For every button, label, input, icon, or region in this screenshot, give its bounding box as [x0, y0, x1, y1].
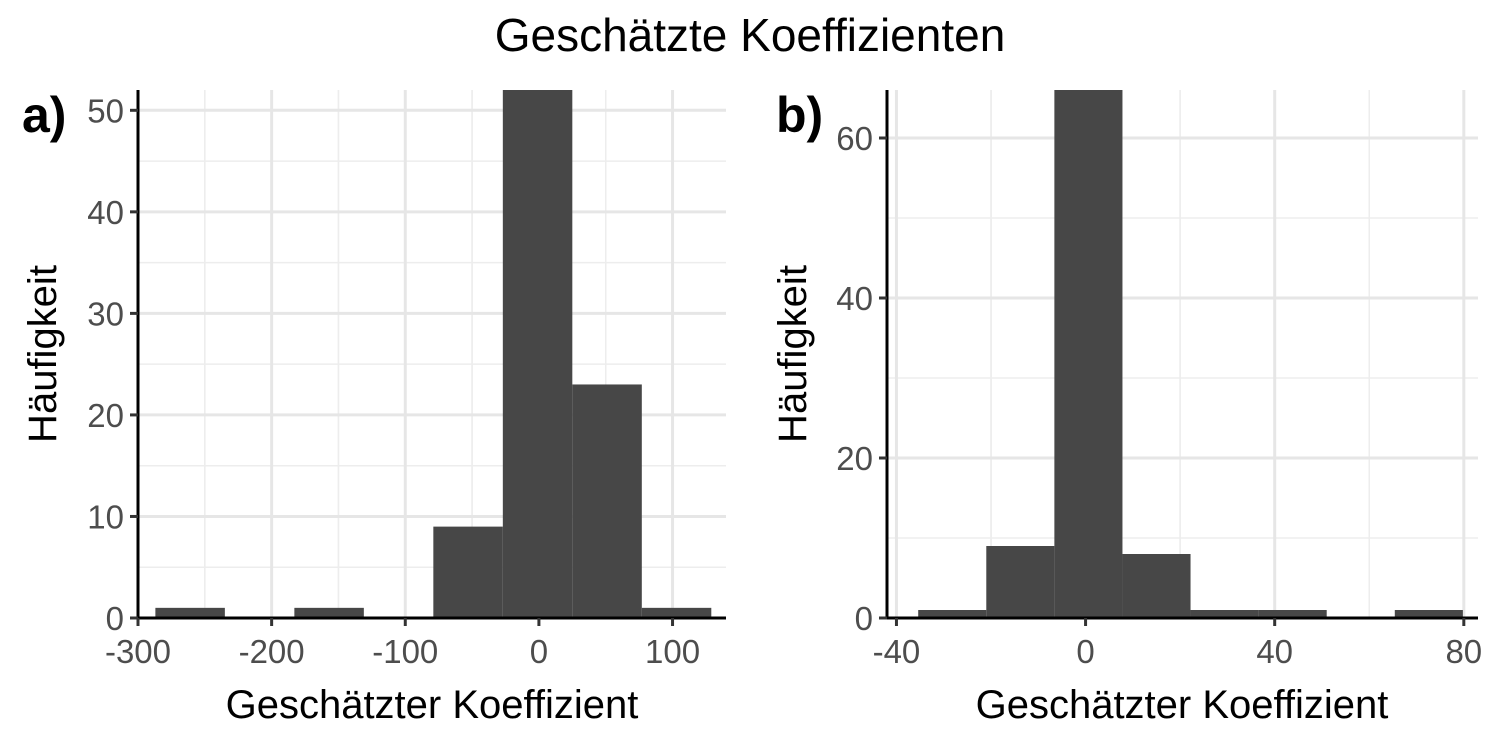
- histogram-bar: [1258, 610, 1327, 618]
- x-tick-label: -200: [239, 633, 305, 670]
- y-tick-label: 40: [836, 280, 873, 317]
- histogram-bar: [1122, 554, 1191, 618]
- y-tick-label: 20: [87, 397, 124, 434]
- y-tick-label: 0: [855, 600, 873, 637]
- x-axis-title: Geschätzter Koeffizient: [976, 683, 1389, 727]
- histogram-bar: [155, 607, 225, 618]
- x-tick-label: -100: [372, 633, 438, 670]
- histogram-bar: [1054, 90, 1123, 618]
- histogram-bar: [986, 546, 1055, 618]
- histogram-bar: [1394, 610, 1463, 618]
- histogram-bar: [918, 610, 987, 618]
- y-tick-label: 20: [836, 440, 873, 477]
- y-axis-title: Häufigkeit: [21, 265, 65, 443]
- x-tick-label: -300: [105, 633, 171, 670]
- histogram-bar: [641, 607, 712, 618]
- x-tick-label: 0: [1076, 633, 1094, 670]
- chart-title: Geschätzte Koeffizienten: [494, 9, 1006, 61]
- x-tick-label: 80: [1445, 633, 1482, 670]
- histogram-bar: [433, 526, 503, 618]
- panel-label: a): [22, 87, 66, 143]
- y-tick-label: 30: [87, 295, 124, 332]
- panel-label: b): [776, 87, 823, 143]
- y-tick-label: 10: [87, 498, 124, 535]
- x-tick-label: -40: [873, 633, 921, 670]
- x-tick-label: 40: [1256, 633, 1293, 670]
- y-tick-label: 40: [87, 194, 124, 231]
- y-tick-label: 50: [87, 92, 124, 129]
- histogram-bar: [294, 607, 364, 618]
- x-tick-label: 100: [645, 633, 700, 670]
- histogram-bar: [572, 384, 642, 618]
- x-axis-title: Geschätzter Koeffizient: [226, 683, 639, 727]
- y-tick-label: 0: [106, 600, 124, 637]
- y-tick-label: 60: [836, 120, 873, 157]
- x-tick-label: 0: [530, 633, 548, 670]
- y-axis-title: Häufigkeit: [771, 265, 815, 443]
- histogram-bar: [502, 90, 573, 618]
- panel-a: -300 -200 -100 0 100 0 10 20 30 40 50 Geschätzter K…: [21, 87, 726, 727]
- histogram-bar: [1190, 610, 1259, 618]
